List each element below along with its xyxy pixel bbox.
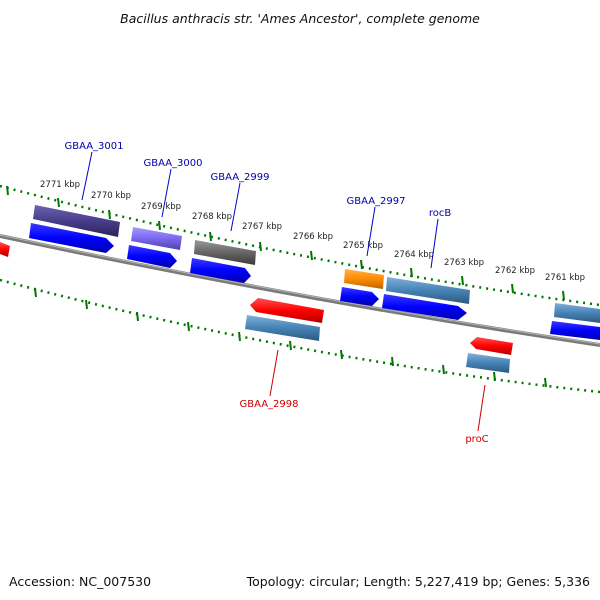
gene-label-gbaa-3000[interactable]: GBAA_3000 — [143, 158, 202, 169]
gene-gbaa-2999-feature[interactable] — [194, 240, 256, 265]
outer-ruler-ticks — [6, 185, 565, 301]
inner-ruler-ticks — [34, 287, 547, 388]
gene-right-feature[interactable] — [554, 303, 600, 323]
accession-text: Accession: NC_007530 — [9, 574, 151, 589]
gene-labels: GBAA_3001 GBAA_3000 GBAA_2999 GBAA_2997 … — [64, 141, 488, 445]
tick-labels: 2771 kbp 2770 kbp 2769 kbp 2768 kbp 2767… — [40, 180, 585, 283]
gene-label-gbaa-2999[interactable]: GBAA_2999 — [210, 172, 269, 183]
topology-text: Topology: circular; Length: 5,227,419 bp… — [246, 574, 590, 589]
gene-label-gbaa-2998[interactable]: GBAA_2998 — [239, 399, 298, 410]
gene-gbaa-3001-arrow[interactable] — [29, 223, 114, 253]
gene-label-gbaa-2997[interactable]: GBAA_2997 — [346, 196, 405, 207]
gene-rocb-feature[interactable] — [386, 277, 470, 304]
gene-right-arrow[interactable] — [550, 321, 600, 340]
gene-gbaa-2998-feature[interactable] — [245, 315, 320, 341]
tick-label: 2766 kbp — [293, 232, 333, 242]
gene-label-gbaa-3001[interactable]: GBAA_3001 — [64, 141, 123, 152]
gene-gbaa-3000-arrow[interactable] — [127, 245, 177, 268]
gene-label-proc[interactable]: proC — [465, 434, 488, 445]
tick-label: 2770 kbp — [91, 191, 131, 201]
inner-ruler — [0, 278, 600, 394]
gene-gbaa-3000-feature[interactable] — [131, 227, 182, 250]
tick-label: 2767 kbp — [242, 222, 282, 232]
genome-backbone — [0, 234, 600, 347]
tick-label: 2763 kbp — [444, 258, 484, 268]
gene-proc-arrow[interactable] — [470, 337, 513, 355]
tick-label: 2769 kbp — [141, 202, 181, 212]
tick-label: 2761 kbp — [545, 273, 585, 283]
gene-features — [0, 205, 600, 373]
gene-proc-feature[interactable] — [466, 353, 510, 373]
tick-label: 2764 kbp — [394, 250, 434, 260]
gene-label-rocb[interactable]: rocB — [429, 208, 452, 219]
gene-gbaa-2999-arrow[interactable] — [190, 258, 251, 283]
gene-gbaa-2997-arrow[interactable] — [340, 287, 379, 306]
gene-label-lines — [81, 151, 486, 432]
gene-gbaa-3001-feature[interactable] — [33, 205, 120, 237]
gene-gbaa-2997-feature[interactable] — [344, 269, 384, 289]
outer-ruler — [0, 184, 600, 307]
tick-label: 2768 kbp — [192, 212, 232, 222]
gene-gbaa-2998-arrow[interactable] — [250, 298, 324, 323]
map-title: Bacillus anthracis str. 'Ames Ancestor',… — [120, 11, 480, 26]
tick-label: 2765 kbp — [343, 241, 383, 251]
gene-rocb-arrow[interactable] — [382, 294, 467, 320]
tick-label: 2762 kbp — [495, 266, 535, 276]
gene-reverse[interactable] — [0, 242, 10, 257]
tick-label: 2771 kbp — [40, 180, 80, 190]
